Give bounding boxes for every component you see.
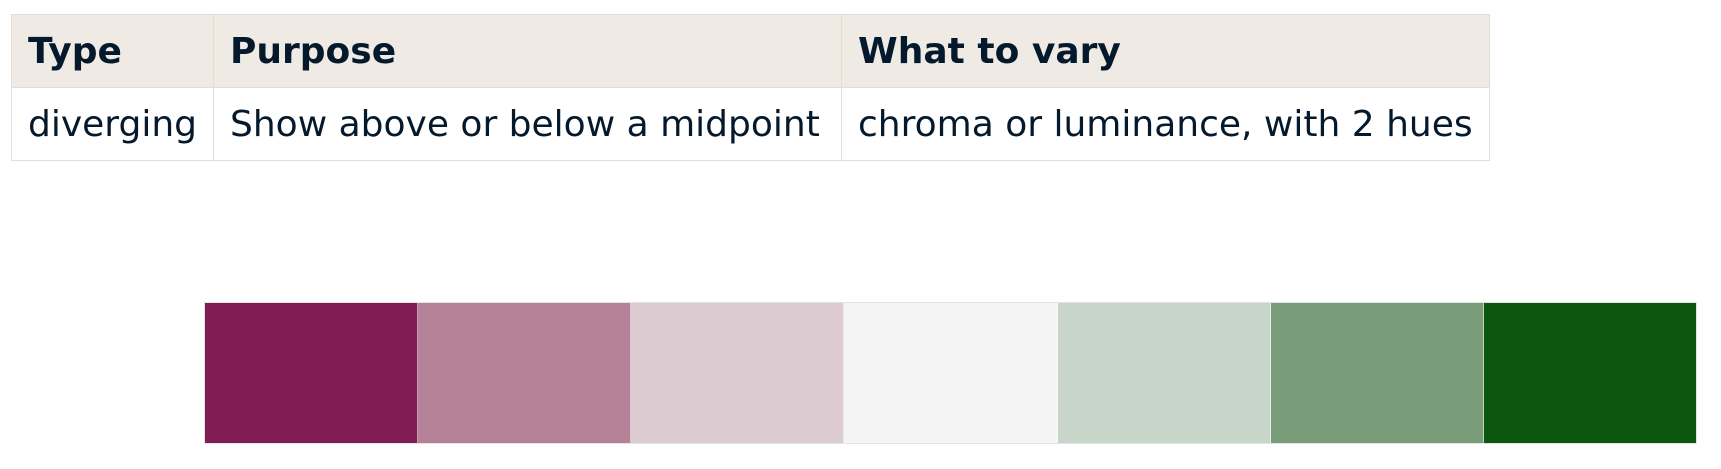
color-swatch-5 bbox=[1057, 303, 1271, 443]
color-swatch-2 bbox=[418, 303, 632, 443]
table-row: diverging Show above or below a midpoint… bbox=[11, 87, 1490, 161]
header-type: Type bbox=[11, 14, 214, 88]
color-swatch-7 bbox=[1483, 303, 1696, 443]
cell-what-to-vary: chroma or luminance, with 2 hues bbox=[841, 87, 1490, 161]
color-swatch-1 bbox=[205, 303, 419, 443]
color-scale-info-table: Type Purpose What to vary diverging Show… bbox=[11, 14, 1490, 161]
color-swatch-4 bbox=[844, 303, 1058, 443]
header-what-to-vary: What to vary bbox=[841, 14, 1490, 88]
cell-purpose: Show above or below a midpoint bbox=[213, 87, 842, 161]
cell-type: diverging bbox=[11, 87, 214, 161]
color-swatch-3 bbox=[631, 303, 845, 443]
diverging-color-palette bbox=[204, 302, 1697, 444]
table-body: diverging Show above or below a midpoint… bbox=[11, 87, 1490, 161]
table-header: Type Purpose What to vary bbox=[11, 14, 1490, 88]
color-swatch-6 bbox=[1270, 303, 1484, 443]
header-purpose: Purpose bbox=[213, 14, 842, 88]
header-row: Type Purpose What to vary bbox=[11, 14, 1490, 88]
